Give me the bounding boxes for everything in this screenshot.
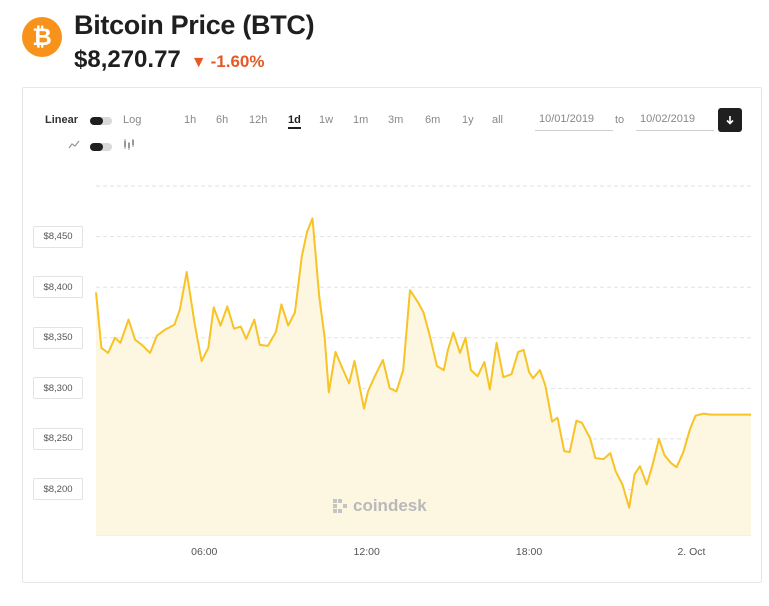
price-change: -1.60% — [210, 52, 265, 71]
range-1w[interactable]: 1w — [319, 114, 334, 126]
download-button[interactable] — [718, 108, 742, 132]
coindesk-logo-icon — [333, 499, 347, 513]
date-to-label: to — [615, 114, 625, 126]
chart-card: Linear Log 1h 6h 12h 1d 1w 1m 3m 6m 1y a… — [22, 87, 762, 583]
chart-type-toggle-knob — [90, 143, 103, 151]
x-tick-label: 2. Oct — [677, 546, 706, 558]
chart-type-toggle[interactable] — [90, 143, 112, 151]
range-6h[interactable]: 6h — [216, 114, 229, 126]
range-12h[interactable]: 12h — [249, 114, 268, 126]
date-to-input[interactable]: 10/02/2019 — [636, 108, 714, 131]
range-6m[interactable]: 6m — [425, 114, 441, 126]
y-tick-label: $8,400 — [33, 276, 83, 299]
range-1h[interactable]: 1h — [184, 114, 197, 126]
scale-toggle[interactable] — [90, 117, 112, 125]
range-1d[interactable]: 1d — [288, 114, 301, 129]
range-1y[interactable]: 1y — [462, 114, 474, 126]
range-3m[interactable]: 3m — [388, 114, 404, 126]
price-area-fill — [96, 218, 751, 535]
down-arrow-icon: ▼ — [190, 54, 207, 71]
current-price: $8,270.77 — [74, 46, 181, 73]
range-all[interactable]: all — [492, 114, 504, 126]
range-1m[interactable]: 1m — [353, 114, 369, 126]
y-tick-label: $8,300 — [33, 377, 83, 400]
x-tick-label: 06:00 — [191, 546, 218, 558]
download-icon — [726, 115, 734, 125]
y-tick-label: $8,350 — [33, 326, 83, 349]
coindesk-watermark: coindesk — [333, 496, 427, 516]
y-tick-label: $8,200 — [33, 478, 83, 501]
bitcoin-logo-icon: ₿ — [22, 17, 62, 57]
scale-log-label[interactable]: Log — [123, 114, 142, 126]
line-chart-icon[interactable] — [68, 140, 80, 150]
y-tick-label: $8,250 — [33, 427, 83, 450]
candlestick-icon[interactable] — [123, 139, 135, 150]
price-row: $8,270.77 ▼ -1.60% — [74, 46, 265, 74]
page-title: Bitcoin Price (BTC) — [74, 10, 315, 40]
scale-toggle-knob — [90, 117, 103, 125]
x-tick-label: 12:00 — [353, 546, 380, 558]
price-line — [95, 217, 751, 509]
date-from-input[interactable]: 10/01/2019 — [535, 108, 613, 131]
x-tick-label: 18:00 — [515, 546, 543, 558]
watermark-text: coindesk — [353, 496, 427, 515]
price-chart[interactable] — [23, 88, 761, 582]
scale-linear-label[interactable]: Linear — [45, 114, 79, 126]
y-tick-label: $8,450 — [33, 225, 83, 248]
